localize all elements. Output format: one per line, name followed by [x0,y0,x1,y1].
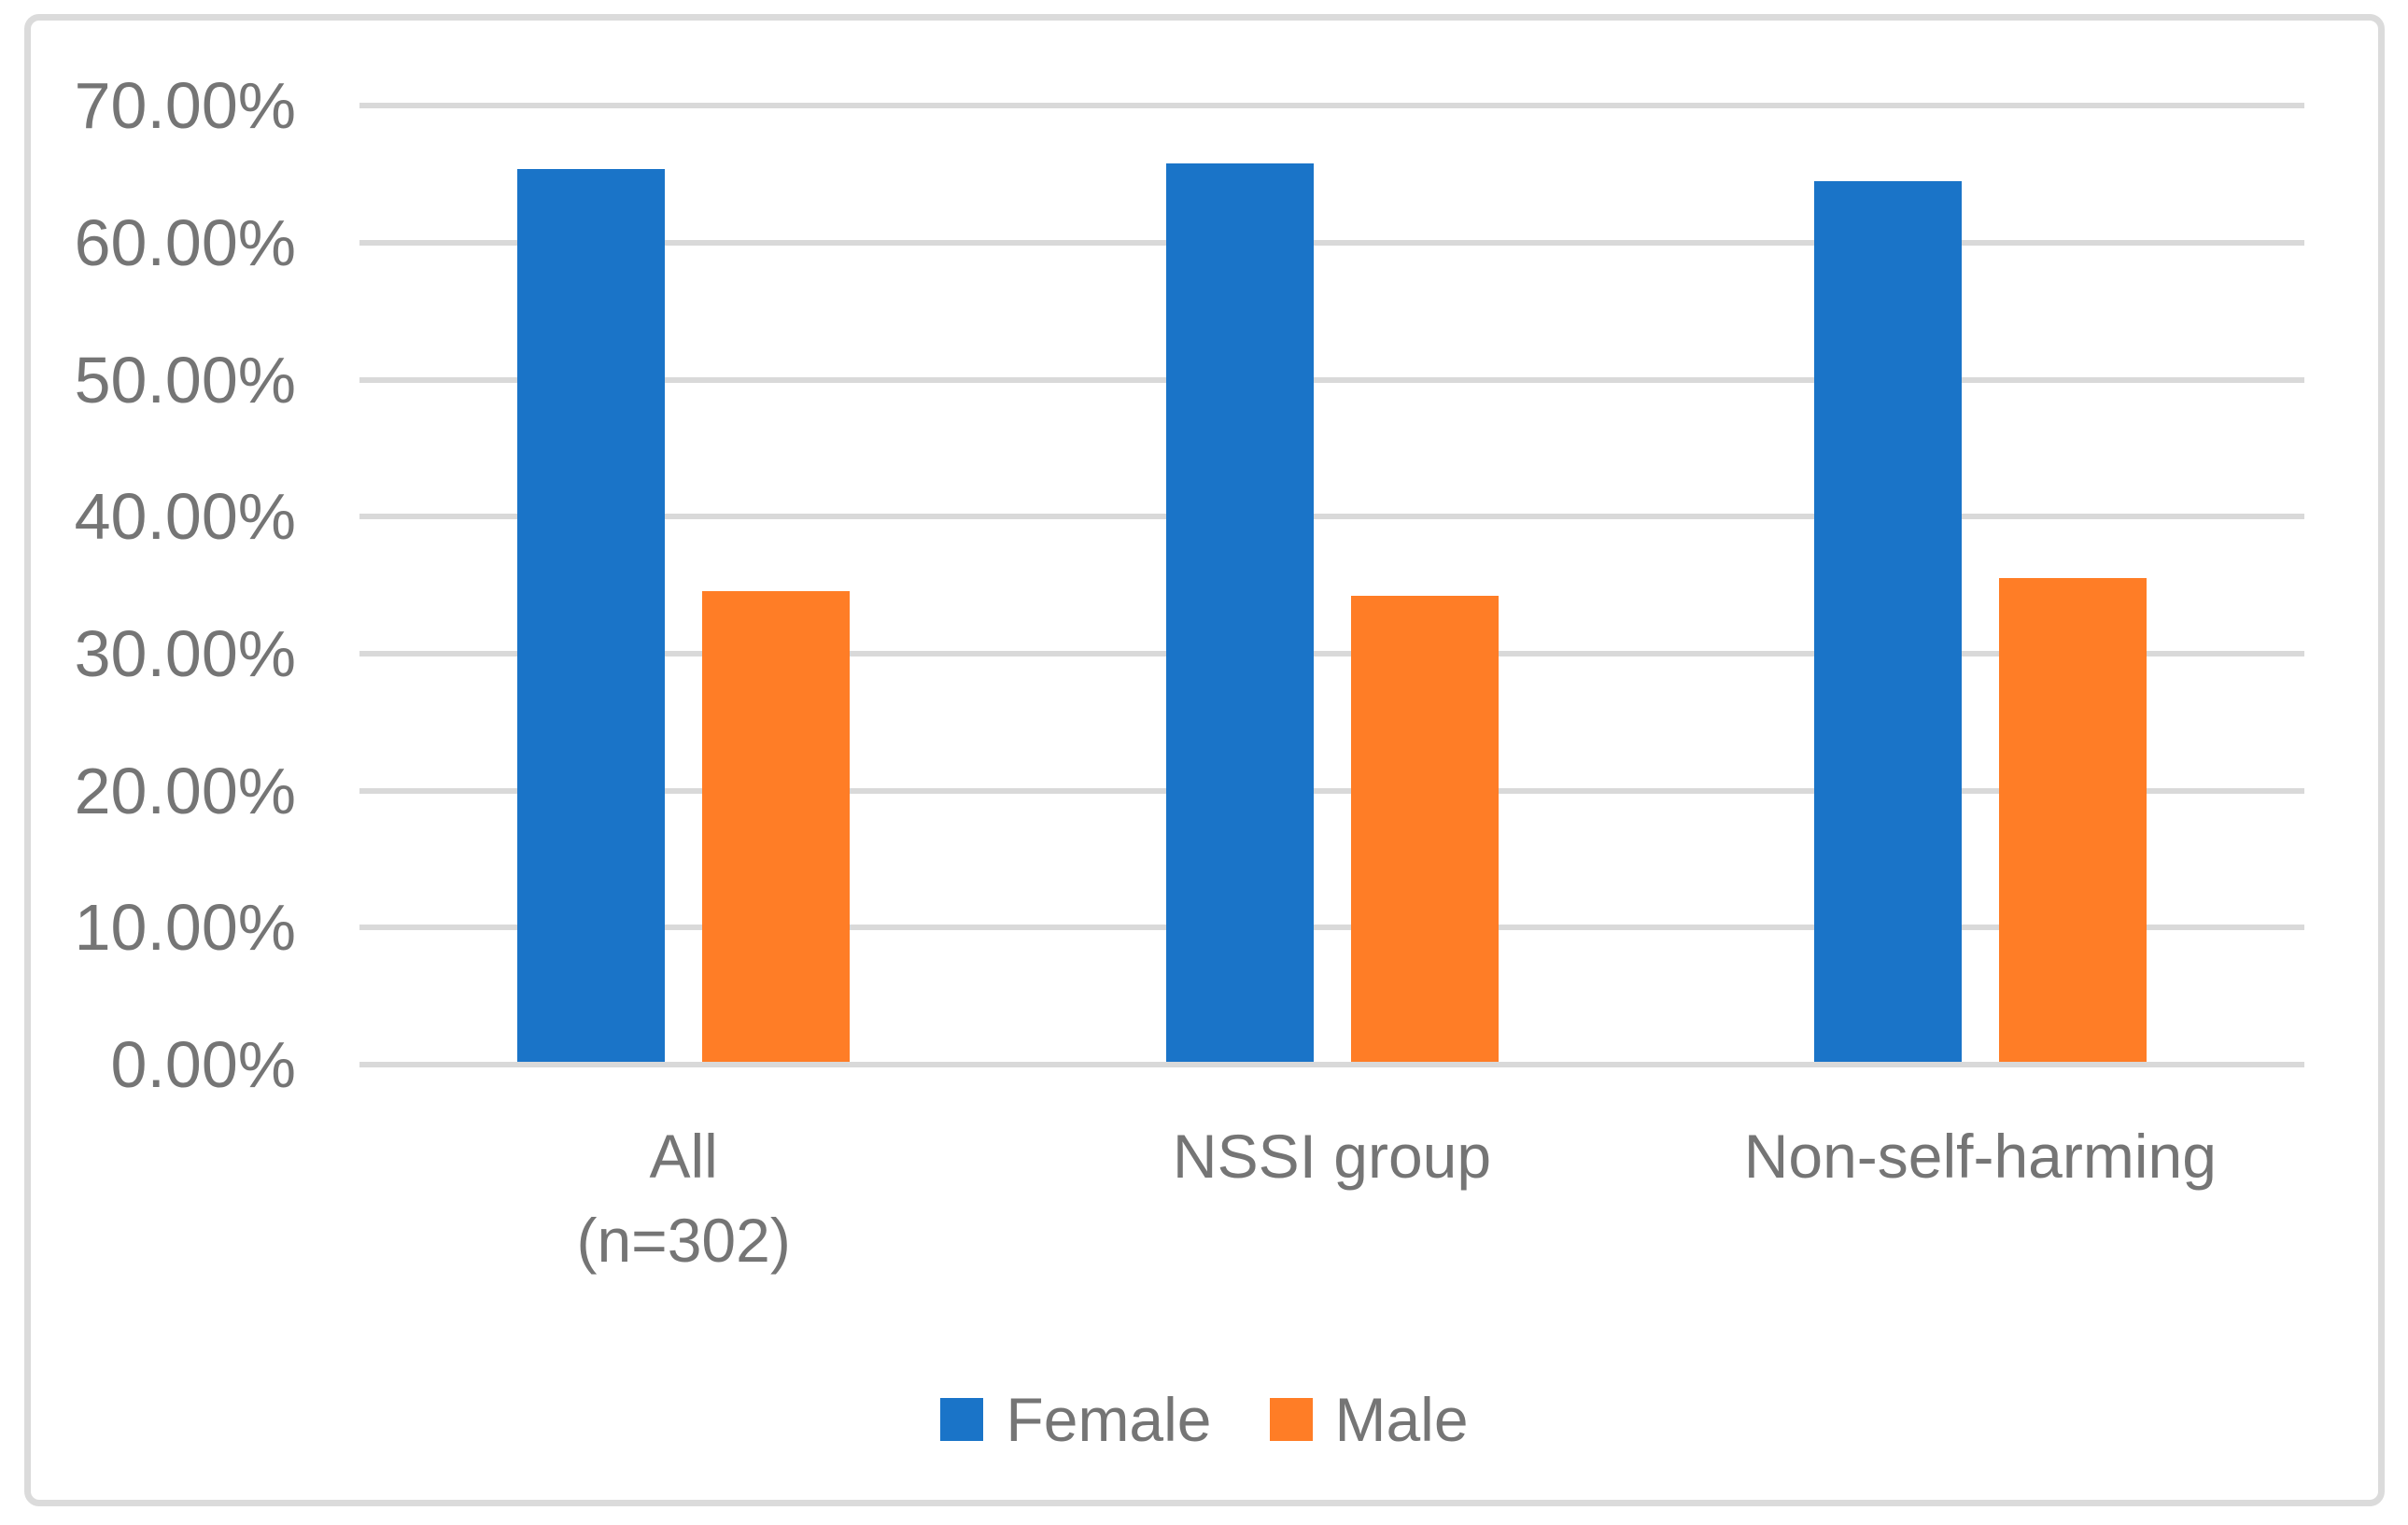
legend-item-female: Female [940,1385,1212,1454]
bar-male-3 [1998,578,2147,1065]
bar-female-2 [1165,162,1314,1065]
category-label-3: Non-self-harming [1744,1114,2217,1198]
legend-label-male: Male [1334,1385,1469,1454]
legend-item-male: Male [1269,1385,1469,1454]
bar-female-3 [1813,180,1962,1065]
category-label-line: Non-self-harming [1743,1122,2217,1191]
chart-frame: 0.00% 10.00% 20.00% 30.00% 40.00% 50.00% 60.00… [24,14,2385,1506]
y-tick-label-50: 50.00% [74,343,296,417]
gridline-70 [359,103,2304,109]
category-label-line: All [649,1122,718,1191]
y-tick-label-0: 0.00% [110,1028,296,1101]
gridline-30 [359,650,2304,657]
legend-label-female: Female [1006,1385,1212,1454]
bar-male-2 [1350,596,1499,1065]
gridline-40 [359,514,2304,520]
y-tick-label-40: 40.00% [74,480,296,554]
legend-swatch-male [1269,1398,1313,1441]
category-label-line: NSSI group [1172,1122,1492,1191]
bar-female-1 [517,168,666,1065]
category-label-1: All (n=302) [576,1114,790,1282]
y-tick-label-20: 20.00% [74,754,296,827]
legend-swatch-female [940,1398,984,1441]
gridline-50 [359,376,2304,383]
chart-legend: Female Male [31,1386,2378,1453]
x-axis-line [359,1062,2304,1067]
y-tick-label-60: 60.00% [74,205,296,279]
category-label-line: (n=302) [576,1206,791,1275]
y-tick-label-30: 30.00% [74,616,296,690]
y-tick-label-10: 10.00% [74,891,296,965]
gridline-60 [359,239,2304,246]
y-tick-label-70: 70.00% [74,69,296,143]
category-label-2: NSSI group [1173,1114,1491,1198]
bar-male-1 [702,590,851,1065]
gridline-20 [359,787,2304,794]
gridline-10 [359,925,2304,931]
